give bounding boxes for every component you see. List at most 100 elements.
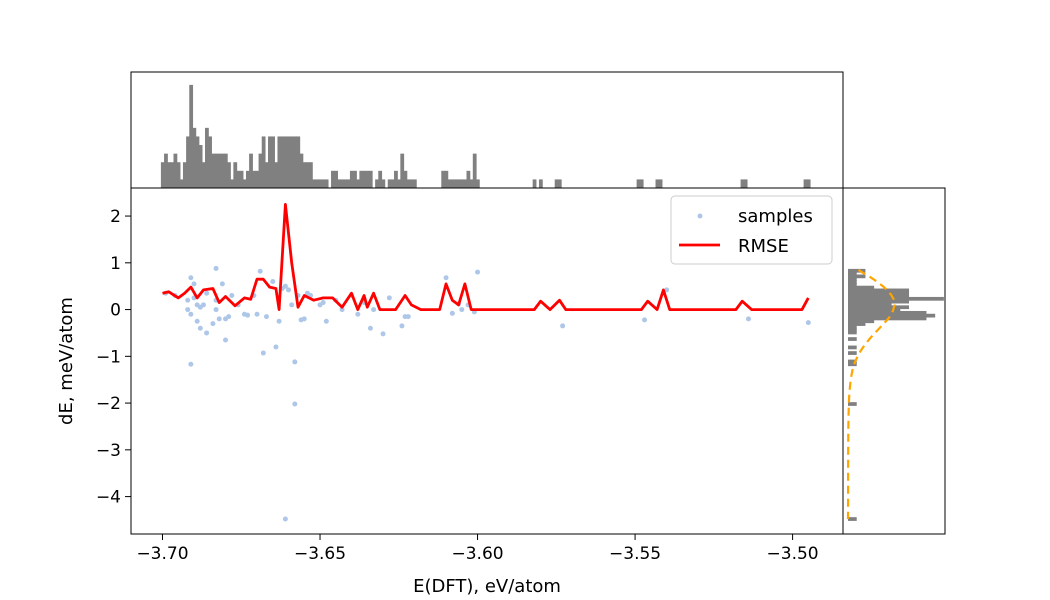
top-histogram-bar [538, 179, 543, 188]
top-histogram-bar [293, 136, 298, 188]
y-tick-label: 0 [110, 301, 121, 321]
sample-point [188, 275, 194, 281]
top-histogram-bar [296, 136, 301, 188]
sample-point [273, 344, 279, 350]
top-histogram-bar [324, 179, 329, 188]
sample-point [367, 325, 373, 331]
sample-point [185, 297, 191, 303]
sample-point [405, 314, 411, 320]
right-histogram-bar [848, 310, 927, 315]
sample-point [194, 318, 200, 324]
top-histogram-bar [230, 179, 235, 188]
top-histogram-bar [283, 136, 288, 188]
sample-point [276, 318, 282, 324]
top-histogram-bar [261, 136, 266, 188]
top-histogram-bar [740, 179, 745, 188]
top-histogram-bar [308, 162, 313, 188]
top-histogram-bar [343, 179, 348, 188]
sample-point [286, 287, 292, 293]
top-histogram-bar [457, 179, 461, 188]
sample-point [270, 279, 276, 285]
top-histogram-bar [368, 170, 373, 188]
right-histogram-bar [848, 274, 866, 279]
sample-point [282, 283, 288, 289]
right-histogram-bar [848, 351, 857, 355]
sample-point [213, 307, 219, 313]
top-histogram-bar [387, 179, 392, 188]
x-axis-ticks: −3.70 −3.65 −3.60 −3.55 −3.50 [136, 534, 819, 564]
top-histogram-bar [463, 179, 468, 188]
top-histogram-bar [271, 136, 275, 188]
right-histogram-bar [848, 327, 857, 332]
right-histogram-bar [848, 345, 857, 350]
top-histogram-bar [217, 153, 222, 188]
top-histogram-bar [472, 153, 477, 188]
top-histogram-bar [362, 170, 367, 188]
top-histogram-bar [340, 179, 345, 188]
right-histogram-bar [848, 294, 910, 298]
right-histogram-bar [848, 285, 875, 290]
right-histogram-bar [848, 324, 857, 329]
top-histogram-bar [179, 179, 184, 188]
right-histogram-bar [848, 305, 910, 310]
top-histogram-bar [170, 162, 175, 188]
top-histogram-bar [305, 162, 310, 188]
top-histogram-bar [245, 170, 250, 188]
sample-point [642, 317, 648, 323]
legend-rmse-label: RMSE [738, 236, 789, 257]
sample-point [204, 330, 210, 336]
sample-point [263, 314, 269, 320]
top-histogram-bar [236, 170, 241, 188]
top-histogram-bar [318, 179, 323, 188]
y-axis-label: dE, meV/atom [56, 297, 77, 425]
top-histogram-bar [806, 179, 811, 188]
sample-point [355, 311, 361, 317]
top-histogram-panel [130, 71, 844, 189]
right-histogram-bar [848, 296, 944, 301]
top-histogram-bar [394, 170, 398, 188]
sample-point [191, 281, 197, 287]
sample-point [399, 323, 405, 329]
right-histogram-panel [842, 187, 946, 535]
top-histogram-bar [312, 179, 316, 188]
top-histogram-bar [186, 136, 190, 188]
right-histogram-bar [848, 517, 857, 521]
top-histogram-bar [378, 170, 383, 188]
top-histogram-bar [356, 179, 361, 188]
sample-point [260, 350, 266, 356]
top-histogram-bar [286, 136, 291, 188]
right-histogram-bar [848, 299, 910, 304]
top-histogram-bar [242, 179, 247, 188]
top-histogram-bar [334, 170, 338, 188]
top-histogram-bar [365, 170, 370, 188]
top-histogram-bar [182, 162, 187, 188]
right-histogram-bar [848, 277, 857, 282]
top-histogram-bar [639, 179, 644, 188]
sample-point [386, 295, 392, 301]
sample-point [292, 401, 298, 407]
right-histogram-bar [848, 308, 901, 312]
top-histogram-bar [173, 153, 178, 188]
right-histogram-bar [848, 271, 857, 276]
top-histogram-bar [450, 179, 455, 188]
sample-point [320, 300, 326, 306]
top-histogram-bar [475, 179, 480, 188]
top-histogram-bar [441, 170, 446, 188]
top-histogram-bar [201, 162, 206, 188]
top-histogram-bar [321, 179, 326, 188]
sample-point [560, 323, 566, 329]
sample-point [219, 281, 225, 287]
y-tick-label: 2 [110, 207, 121, 227]
top-histogram-bar [208, 136, 212, 188]
right-histogram-bar [848, 313, 936, 318]
sample-point [805, 320, 811, 326]
x-tick-label: −3.60 [451, 544, 503, 564]
top-histogram-bar [743, 179, 748, 188]
top-histogram-bar [460, 179, 464, 188]
sample-point [226, 314, 232, 320]
sample-point [745, 316, 751, 322]
x-tick-label: −3.65 [294, 544, 346, 564]
legend-samples-label: samples [738, 206, 813, 227]
right-histogram-bar [848, 319, 875, 324]
